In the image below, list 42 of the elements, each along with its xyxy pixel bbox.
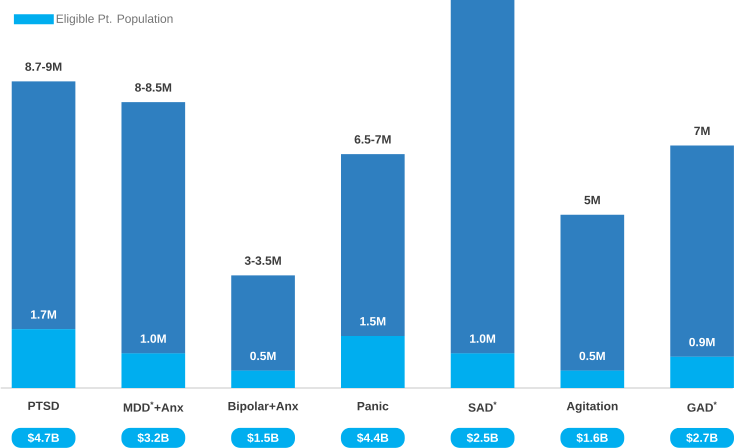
- data-label: 0.5M: [250, 352, 276, 360]
- bar: [12, 81, 76, 330]
- bar: [560, 370, 624, 388]
- data-label: 0.5M: [579, 352, 605, 360]
- text: $4.7B: [28, 433, 59, 443]
- bar: [121, 102, 186, 354]
- text: $2.5B: [466, 433, 498, 443]
- bar: [670, 356, 734, 388]
- x-tick-label: GAD$^{*}$: [687, 402, 717, 412]
- text: $1.6B: [576, 433, 608, 443]
- total-label: 8.7-9M: [25, 62, 62, 72]
- x-tick-label: MDD$^{*}$+Anx: [124, 402, 184, 412]
- text: $3.2B: [137, 433, 169, 443]
- total-label: 6.5-7M: [354, 135, 391, 144]
- bar: [12, 329, 76, 388]
- data-label: 0.9M: [689, 338, 715, 346]
- data-label: 1.0M: [140, 334, 166, 343]
- bar: [560, 214, 624, 371]
- data-label: 1.5M: [360, 317, 386, 326]
- x-tick-label: Panic: [358, 402, 388, 410]
- data-label: 1.0M: [470, 334, 496, 343]
- bar: [231, 275, 295, 371]
- bar: [670, 146, 734, 357]
- text: $4.4B: [357, 433, 388, 443]
- text: $1.5B: [247, 433, 278, 443]
- bar: [450, 353, 514, 388]
- bar: [340, 154, 405, 336]
- legend-label: Eligible Pt. Population: [56, 14, 173, 26]
- x-tick-label: Agitation: [566, 402, 618, 413]
- x-tick-label: SAD$^{*}$: [468, 402, 497, 412]
- x-tick-label: Bipolar+Anx: [228, 402, 298, 413]
- text: $2.7B: [686, 433, 718, 443]
- total-label: 7M: [694, 126, 710, 136]
- bar: [121, 353, 186, 388]
- total-label: 5M: [584, 196, 600, 204]
- bar: [450, 0, 514, 354]
- total-label: 8-8.5M: [135, 83, 172, 92]
- bar: [231, 370, 295, 388]
- data-label: 1.7M: [30, 310, 56, 319]
- bar: [340, 336, 405, 388]
- x-tick-label: PTSD: [28, 402, 60, 410]
- total-label: 3-3.5M: [244, 256, 281, 265]
